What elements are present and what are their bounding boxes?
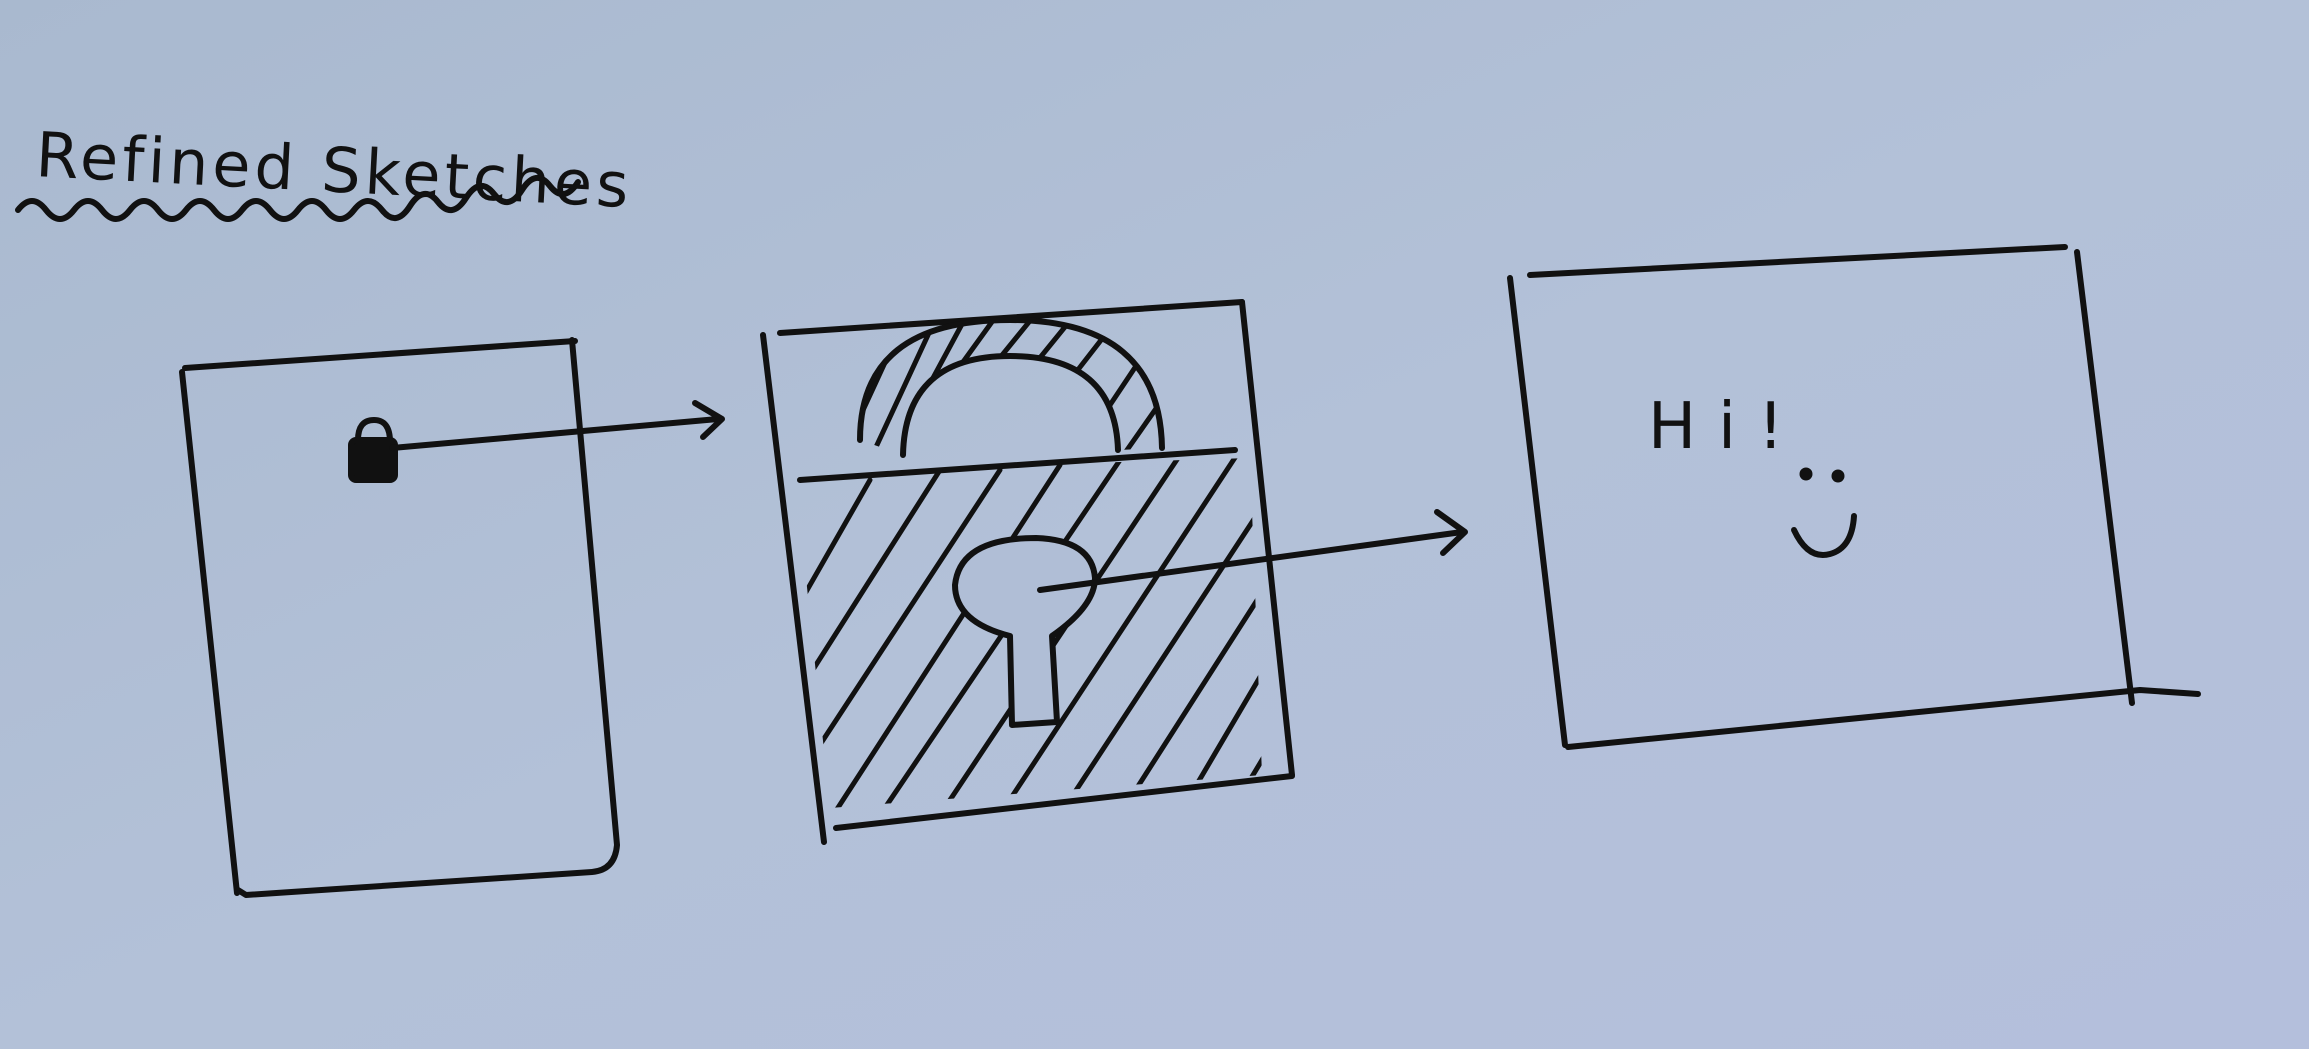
- arrow-1-line: [389, 416, 721, 451]
- arrow-2-head: [1434, 509, 1468, 556]
- greeting-text: Hi!: [1648, 390, 1806, 464]
- arrow-2-line: [1037, 529, 1465, 593]
- frame-3-sketch: [1507, 244, 2201, 750]
- lock-icon: [348, 417, 398, 483]
- arrow-1-head: [692, 400, 725, 440]
- title-underline-squiggle: [15, 175, 581, 222]
- frame-1-sketch: [179, 337, 620, 898]
- smiley-face: [1791, 467, 1857, 558]
